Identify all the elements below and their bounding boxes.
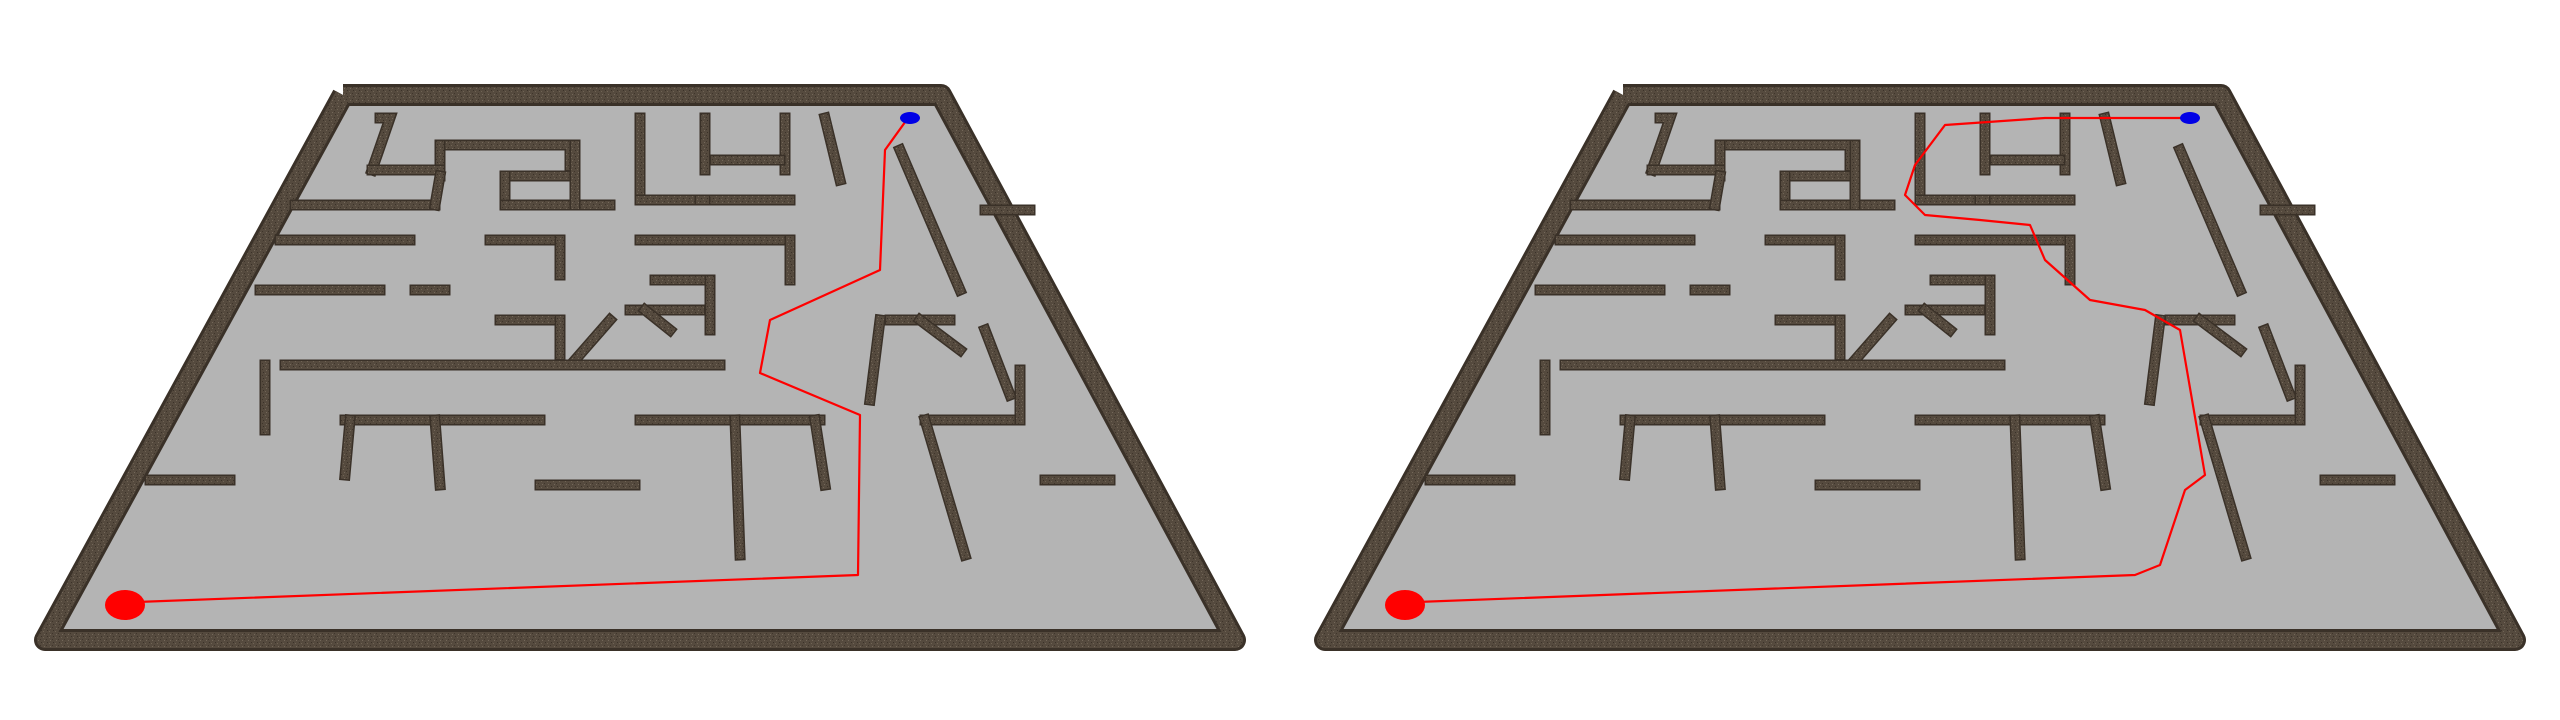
maze-wall [2090,415,2110,490]
maze-wall [1710,171,1725,210]
maze-wall [430,171,445,210]
maze-wall [430,415,445,490]
maze-wall [979,324,1016,401]
maze-wall [2145,315,2165,405]
left-maze-panel [34,84,1246,651]
maze-wall [639,304,676,336]
maze-walls [1424,111,2396,562]
solution-path [109,117,909,605]
maze-wall [2259,324,2296,401]
maze-wall [2100,113,2125,185]
maze-wall [1620,415,1635,480]
maze-wall [2194,314,2246,356]
maze-wall [865,315,885,405]
maze-wall [1849,314,1896,366]
maze-wall [820,113,845,185]
maze-wall [2174,144,2246,296]
maze-wall [1919,304,1956,336]
maze-wall [810,415,830,490]
start-marker [105,590,145,620]
goal-marker [900,112,920,124]
maze-wall [920,415,970,560]
maze-wall [2200,415,2250,560]
maze-outer-wall [1317,87,2523,648]
goal-marker [2180,112,2200,124]
maze-wall [340,415,355,480]
solution-path [1389,116,2207,605]
right-maze-panel [1314,84,2526,651]
maze-wall [366,114,396,176]
maze-wall [569,314,616,366]
start-marker [1385,590,1425,620]
maze-wall [894,144,966,296]
maze-wall [730,415,745,560]
maze-wall [1710,415,1725,490]
maze-wall [2010,415,2025,560]
maze-walls [144,111,1116,562]
maze-wall [914,314,966,356]
maze-wall [1646,114,1676,176]
maze-outer-wall [37,87,1243,648]
